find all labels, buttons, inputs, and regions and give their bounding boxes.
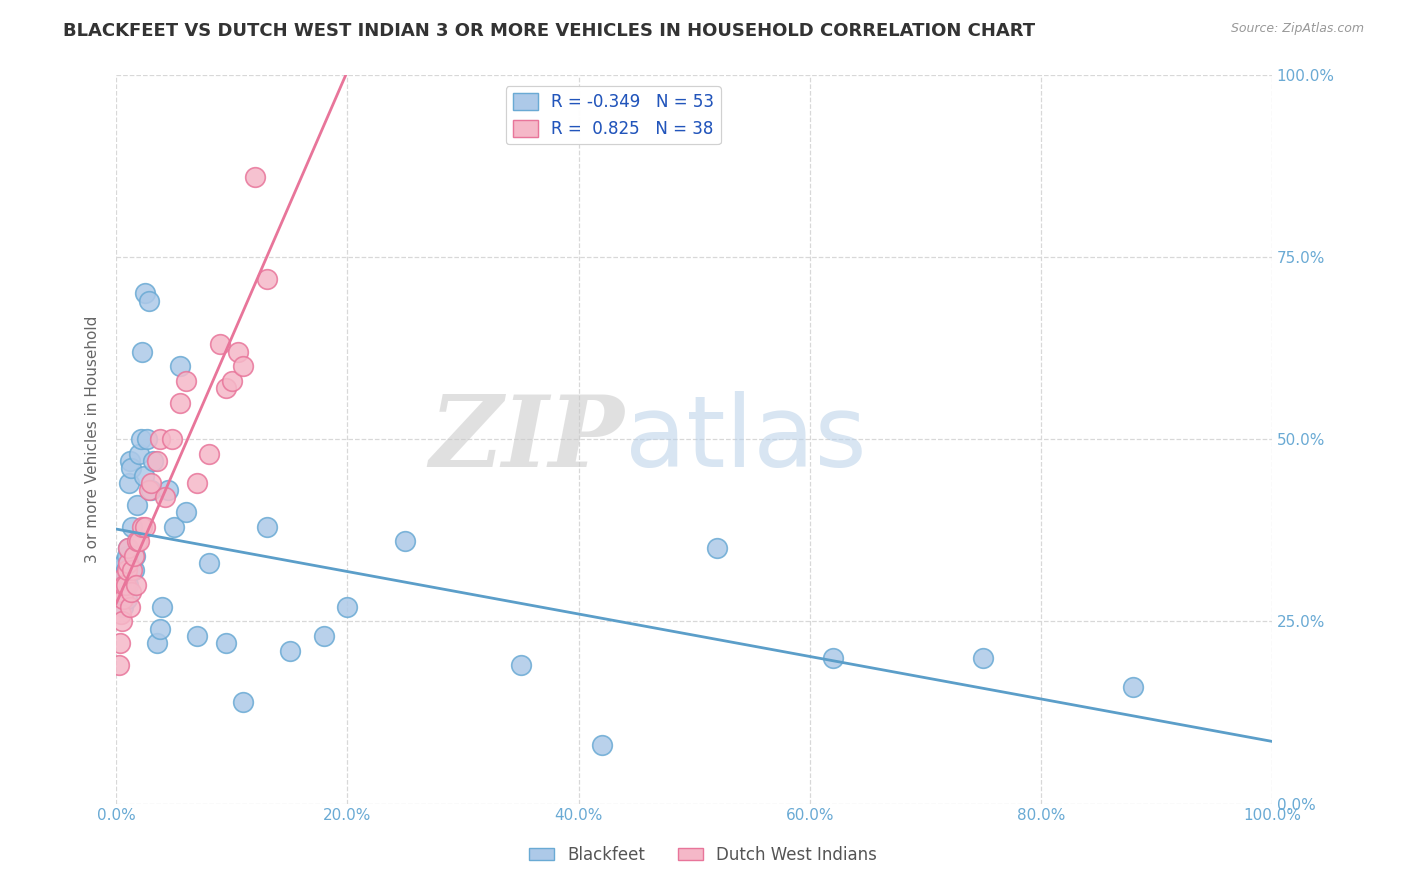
Point — [134, 286, 156, 301]
Point — [112, 578, 135, 592]
Point — [122, 563, 145, 577]
Point — [197, 556, 219, 570]
Point — [160, 432, 183, 446]
Point — [114, 571, 136, 585]
Point — [112, 578, 135, 592]
Point — [115, 592, 138, 607]
Point — [163, 519, 186, 533]
Point — [124, 549, 146, 563]
Point — [197, 447, 219, 461]
Point — [174, 374, 197, 388]
Point — [120, 585, 142, 599]
Point — [131, 344, 153, 359]
Point — [125, 534, 148, 549]
Point — [706, 541, 728, 556]
Point — [112, 585, 135, 599]
Point — [112, 571, 135, 585]
Point — [336, 599, 359, 614]
Point — [108, 563, 131, 577]
Point — [139, 475, 162, 490]
Point — [174, 505, 197, 519]
Point — [226, 344, 249, 359]
Point — [120, 454, 142, 468]
Point — [149, 432, 172, 446]
Point — [142, 454, 165, 468]
Point — [209, 337, 232, 351]
Point — [112, 556, 135, 570]
Point — [591, 739, 613, 753]
Point — [256, 519, 278, 533]
Point — [125, 498, 148, 512]
Point — [256, 271, 278, 285]
Y-axis label: 3 or more Vehicles in Household: 3 or more Vehicles in Household — [86, 316, 100, 563]
Point — [117, 578, 139, 592]
Text: BLACKFEET VS DUTCH WEST INDIAN 3 OR MORE VEHICLES IN HOUSEHOLD CORRELATION CHART: BLACKFEET VS DUTCH WEST INDIAN 3 OR MORE… — [63, 22, 1035, 40]
Point — [132, 468, 155, 483]
Point — [157, 483, 180, 497]
Point — [139, 483, 162, 497]
Point — [125, 578, 148, 592]
Point — [118, 475, 141, 490]
Point — [221, 374, 243, 388]
Point — [121, 563, 143, 577]
Point — [107, 578, 129, 592]
Point — [114, 563, 136, 577]
Point — [111, 585, 134, 599]
Point — [115, 563, 138, 577]
Point — [129, 432, 152, 446]
Point — [112, 599, 135, 614]
Legend: Blackfeet, Dutch West Indians: Blackfeet, Dutch West Indians — [522, 839, 884, 871]
Point — [186, 629, 208, 643]
Point — [153, 491, 176, 505]
Point — [107, 658, 129, 673]
Point — [394, 534, 416, 549]
Text: Source: ZipAtlas.com: Source: ZipAtlas.com — [1230, 22, 1364, 36]
Point — [117, 556, 139, 570]
Text: ZIP: ZIP — [430, 391, 624, 487]
Point — [108, 636, 131, 650]
Point — [243, 169, 266, 184]
Point — [215, 636, 238, 650]
Point — [1122, 680, 1144, 694]
Point — [145, 636, 167, 650]
Point — [115, 549, 138, 563]
Point — [117, 541, 139, 556]
Point — [169, 395, 191, 409]
Point — [134, 519, 156, 533]
Legend: R = -0.349   N = 53, R =  0.825   N = 38: R = -0.349 N = 53, R = 0.825 N = 38 — [506, 87, 720, 145]
Point — [232, 694, 254, 708]
Point — [110, 585, 132, 599]
Point — [186, 475, 208, 490]
Point — [120, 461, 142, 475]
Point — [136, 432, 159, 446]
Point — [278, 643, 301, 657]
Point — [122, 549, 145, 563]
Point — [128, 447, 150, 461]
Point — [169, 359, 191, 373]
Point — [149, 622, 172, 636]
Point — [972, 650, 994, 665]
Point — [117, 541, 139, 556]
Point — [152, 599, 174, 614]
Point — [111, 592, 134, 607]
Point — [128, 534, 150, 549]
Point — [232, 359, 254, 373]
Point — [145, 454, 167, 468]
Point — [509, 658, 531, 673]
Point — [112, 592, 135, 607]
Text: atlas: atlas — [624, 391, 866, 488]
Point — [131, 519, 153, 533]
Point — [121, 519, 143, 533]
Point — [138, 293, 160, 308]
Point — [110, 607, 132, 621]
Point — [111, 571, 134, 585]
Point — [120, 599, 142, 614]
Point — [821, 650, 844, 665]
Point — [111, 615, 134, 629]
Point — [138, 483, 160, 497]
Point — [114, 578, 136, 592]
Point — [314, 629, 336, 643]
Point — [215, 381, 238, 395]
